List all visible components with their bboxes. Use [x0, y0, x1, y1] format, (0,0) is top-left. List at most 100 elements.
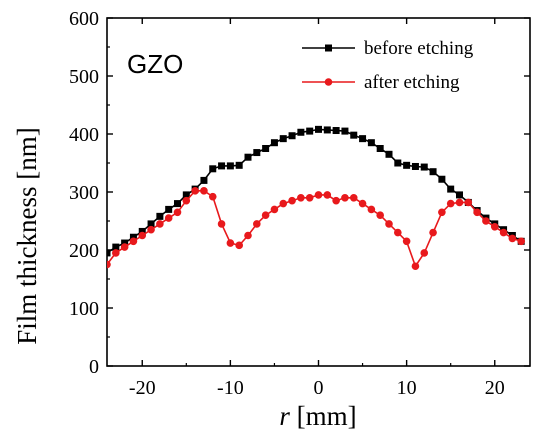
- data-point: [367, 205, 376, 214]
- x-axis-unit: [mm]: [290, 401, 357, 431]
- data-point: [165, 205, 173, 213]
- data-point: [208, 192, 217, 201]
- data-point: [376, 211, 384, 219]
- data-point: [226, 239, 235, 247]
- data-point: [349, 194, 358, 202]
- legend-label: before etching: [364, 38, 474, 59]
- data-point: [411, 262, 420, 271]
- data-point: [138, 227, 146, 235]
- data-point: [218, 162, 226, 170]
- data-point: [107, 249, 111, 257]
- data-point: [305, 194, 314, 202]
- series-before-etching: [107, 125, 525, 257]
- y-tick-label: 500: [69, 66, 99, 88]
- data-point: [147, 225, 155, 234]
- data-point: [209, 165, 217, 173]
- data-point: [429, 168, 437, 176]
- chart-annotation: GZO: [127, 49, 183, 79]
- data-point: [367, 139, 375, 147]
- data-point: [270, 205, 279, 214]
- data-point: [120, 243, 129, 251]
- data-point: [288, 196, 296, 205]
- data-point: [270, 139, 278, 147]
- data-point: [499, 228, 508, 237]
- data-point: [394, 159, 402, 167]
- data-point: [147, 220, 155, 228]
- data-point: [341, 194, 349, 202]
- data-point: [456, 191, 463, 199]
- data-point: [129, 233, 137, 241]
- legend: before etching after etching: [302, 38, 474, 93]
- data-point: [420, 163, 428, 171]
- data-point: [350, 131, 358, 139]
- data-point: [323, 191, 332, 199]
- data-point: [473, 208, 481, 217]
- data-point: [508, 234, 517, 243]
- data-point: [244, 231, 252, 240]
- data-point: [385, 150, 393, 158]
- y-tick-label: 200: [69, 240, 99, 262]
- data-point: [341, 127, 349, 135]
- data-point: [173, 208, 182, 217]
- data-point: [253, 220, 261, 228]
- data-point: [490, 223, 499, 231]
- data-point: [332, 196, 340, 205]
- data-point: [438, 175, 446, 183]
- legend-item: after etching: [302, 72, 460, 93]
- data-point: [288, 132, 296, 140]
- data-point: [107, 260, 111, 269]
- y-tick-label: 300: [69, 182, 99, 204]
- data-point: [394, 228, 402, 237]
- data-point: [279, 135, 287, 143]
- data-point: [517, 237, 525, 246]
- data-point: [156, 212, 164, 220]
- y-tick-label: 0: [89, 356, 99, 378]
- data-point: [482, 217, 490, 225]
- legend-item: before etching: [302, 38, 474, 59]
- data-point: [323, 126, 331, 134]
- data-point: [112, 249, 120, 257]
- data-point: [332, 127, 340, 135]
- y-tick-label: 100: [69, 298, 99, 320]
- data-point: [191, 187, 199, 195]
- data-point: [411, 162, 419, 170]
- data-point: [297, 194, 305, 202]
- data-point: [182, 196, 191, 205]
- data-point: [244, 153, 252, 161]
- x-tick-label: 0: [314, 377, 324, 399]
- data-point: [200, 187, 208, 195]
- data-point: [315, 125, 322, 133]
- data-point: [121, 239, 129, 247]
- data-point: [112, 243, 120, 251]
- data-point: [358, 199, 367, 208]
- series-line: [107, 128, 522, 254]
- data-point: [129, 237, 138, 246]
- data-point: [235, 161, 243, 169]
- data-point: [217, 220, 226, 228]
- data-point: [438, 208, 446, 217]
- data-point: [446, 199, 455, 208]
- x-tick-label: -10: [217, 377, 244, 399]
- legend-marker: [324, 78, 333, 86]
- legend-items: before etching after etching: [302, 38, 474, 93]
- series-layer: [107, 125, 525, 271]
- legend-marker: [325, 44, 332, 52]
- x-axis-title: r [mm]: [279, 401, 356, 431]
- data-point: [138, 231, 147, 240]
- y-axis-title: Film thickness [nm]: [12, 127, 42, 345]
- data-point: [261, 211, 270, 219]
- y-tick-label: 400: [69, 124, 99, 146]
- data-point: [306, 127, 314, 135]
- data-point: [156, 220, 164, 228]
- data-point: [174, 200, 181, 208]
- data-point: [455, 198, 464, 207]
- data-point: [182, 191, 190, 199]
- data-point: [429, 228, 437, 237]
- data-point: [226, 162, 234, 170]
- data-point: [253, 149, 261, 157]
- data-point: [359, 135, 367, 143]
- x-tick-label: -20: [129, 377, 156, 399]
- data-point: [402, 237, 411, 246]
